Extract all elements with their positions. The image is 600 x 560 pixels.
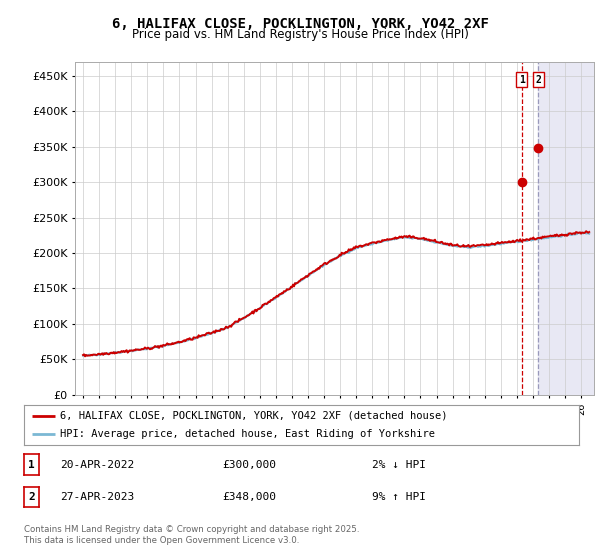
Text: 6, HALIFAX CLOSE, POCKLINGTON, YORK, YO42 2XF (detached house): 6, HALIFAX CLOSE, POCKLINGTON, YORK, YO4… [60, 411, 448, 421]
Text: £300,000: £300,000 [222, 460, 276, 469]
Text: 9% ↑ HPI: 9% ↑ HPI [372, 492, 426, 502]
Text: 2: 2 [28, 492, 35, 502]
Text: 20-APR-2022: 20-APR-2022 [60, 460, 134, 469]
Text: Contains HM Land Registry data © Crown copyright and database right 2025.
This d: Contains HM Land Registry data © Crown c… [24, 525, 359, 545]
Text: 2% ↓ HPI: 2% ↓ HPI [372, 460, 426, 469]
Text: 1: 1 [28, 460, 35, 469]
Text: £348,000: £348,000 [222, 492, 276, 502]
Text: 1: 1 [519, 75, 524, 85]
Text: HPI: Average price, detached house, East Riding of Yorkshire: HPI: Average price, detached house, East… [60, 430, 435, 439]
Text: 27-APR-2023: 27-APR-2023 [60, 492, 134, 502]
Text: 2: 2 [535, 75, 541, 85]
Text: Price paid vs. HM Land Registry's House Price Index (HPI): Price paid vs. HM Land Registry's House … [131, 28, 469, 41]
Bar [538, 62, 594, 395]
Text: 6, HALIFAX CLOSE, POCKLINGTON, YORK, YO42 2XF: 6, HALIFAX CLOSE, POCKLINGTON, YORK, YO4… [112, 17, 488, 31]
